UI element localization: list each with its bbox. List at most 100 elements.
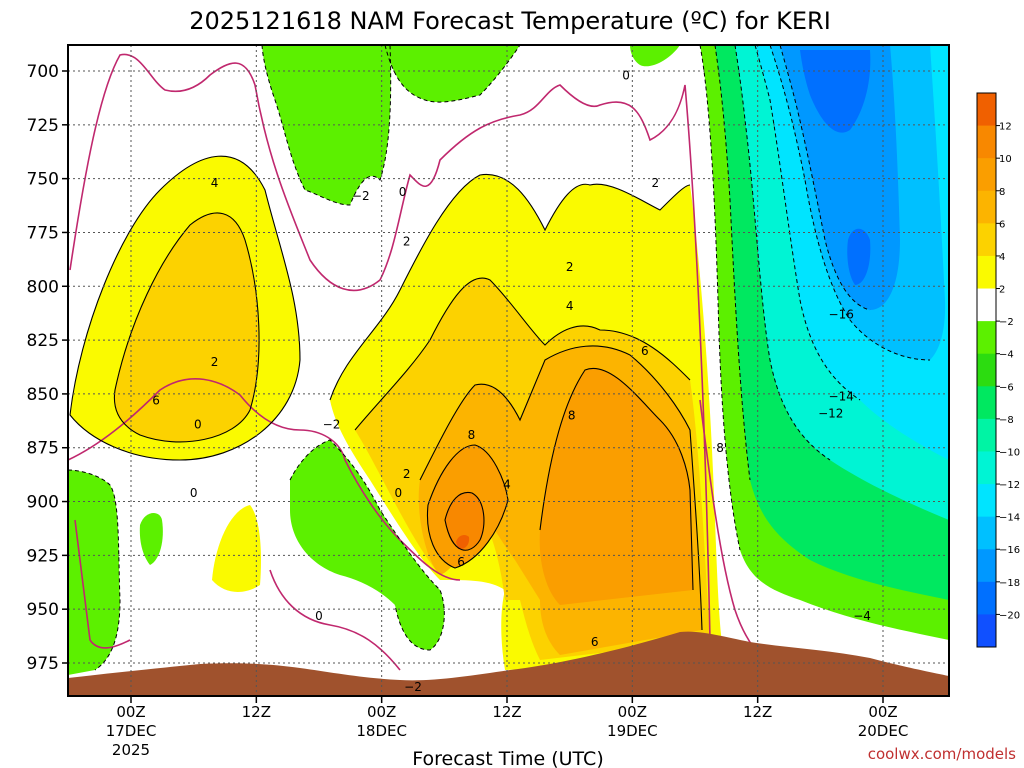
x-tick-date: 20DEC xyxy=(858,722,909,740)
colorbar-label: 2 xyxy=(999,285,1005,296)
colorbar-label: 10 xyxy=(999,154,1012,165)
terrain-ground xyxy=(68,631,949,696)
warm-region-8c xyxy=(427,368,693,605)
colorbar-label: 8 xyxy=(999,187,1005,198)
y-tick-label: 700 xyxy=(27,62,59,82)
colorbar-label: 6 xyxy=(999,219,1005,230)
contour-label: −4 xyxy=(853,609,871,623)
x-tick-label: 00Z xyxy=(367,703,396,721)
colorbar-label: −16 xyxy=(999,545,1020,556)
colorbar: 12 10 8 6 4 2 −2 −4 −6 −8 −10 −12 −14 −16 −18 −20 xyxy=(976,92,1020,648)
contour-label: 6 xyxy=(457,555,465,569)
contour-label: 0 xyxy=(395,486,403,500)
contour-label: 2 xyxy=(403,234,411,248)
contour-label: 4 xyxy=(503,478,511,492)
y-tick-label: 725 xyxy=(27,116,59,136)
colorbar-label: 4 xyxy=(999,252,1005,263)
colorbar-label: 12 xyxy=(999,122,1012,133)
contour-label: −2 xyxy=(352,189,370,203)
colorbar-label: −12 xyxy=(999,480,1020,491)
colorbar-label: −4 xyxy=(999,350,1014,361)
y-tick-label: 975 xyxy=(27,654,59,674)
y-tick-label: 900 xyxy=(27,493,59,513)
colorbar-label: −18 xyxy=(999,578,1020,589)
x-tick-label: 12Z xyxy=(743,703,772,721)
y-tick-label: 925 xyxy=(27,546,59,566)
credit-text: coolwx.com/models xyxy=(868,745,1016,763)
x-tick-year: 2025 xyxy=(112,741,150,759)
colorbar-swatch xyxy=(977,158,996,192)
contour-label: 6 xyxy=(152,394,160,408)
contour-label: 2 xyxy=(651,176,659,190)
y-tick-label: 775 xyxy=(27,223,59,243)
y-tick-label: 850 xyxy=(27,385,59,405)
y-tick-label: 950 xyxy=(27,600,59,620)
contour-label: 8 xyxy=(468,428,476,442)
colorbar-swatch xyxy=(977,581,996,615)
cold-region-topright-green xyxy=(630,45,680,67)
contour-lines-negative xyxy=(68,45,931,671)
contour-label: 0 xyxy=(622,69,630,83)
colorbar-label: −6 xyxy=(999,382,1014,393)
contour-label: 2 xyxy=(403,467,411,481)
x-tick-label: 00Z xyxy=(618,703,647,721)
colorbar-swatch xyxy=(977,288,996,322)
contour-label: 2 xyxy=(566,260,574,274)
x-tick-date: 17DEC xyxy=(106,722,157,740)
cold-region-left-green xyxy=(68,470,120,675)
colorbar-swatch xyxy=(977,516,996,550)
colorbar-swatch xyxy=(977,386,996,420)
colorbar-swatch xyxy=(977,614,996,648)
contour-label: 8 xyxy=(568,409,576,423)
chart-title: 2025121618 NAM Forecast Temperature (ºC)… xyxy=(189,7,831,35)
cold-region-minus18 xyxy=(800,50,871,285)
contour-label: 0 xyxy=(190,486,198,500)
colorbar-label: −8 xyxy=(999,415,1014,426)
colorbar-swatch xyxy=(977,190,996,224)
contour-label: 6 xyxy=(591,635,599,649)
contour-label: 4 xyxy=(211,176,219,190)
x-tick-label: 00Z xyxy=(868,703,897,721)
colorbar-swatch xyxy=(977,418,996,452)
y-tick-label: 825 xyxy=(27,331,59,351)
x-tick-label: 00Z xyxy=(116,703,145,721)
y-tick-label: 800 xyxy=(27,277,59,297)
x-tick-label: 12Z xyxy=(492,703,521,721)
colorbar-frame xyxy=(976,92,997,648)
contour-label: 0 xyxy=(399,185,407,199)
cold-region-mid-green xyxy=(290,440,445,650)
y-tick-label: 875 xyxy=(27,439,59,459)
warm-region-2c-small xyxy=(212,505,261,592)
cold-region-upper-green xyxy=(262,45,391,205)
contour-label: −16 xyxy=(829,308,854,322)
colorbar-swatch xyxy=(977,451,996,485)
colorbar-label: −20 xyxy=(999,610,1020,621)
contour-label: 4 xyxy=(566,299,574,313)
warm-region-10c xyxy=(445,492,484,551)
y-axis-ticks: 700 725 750 775 800 825 850 875 900 925 950 975 xyxy=(27,62,68,674)
x-axis-label: Forecast Time (UTC) xyxy=(412,748,603,768)
cold-region-left-green-small xyxy=(139,513,163,565)
x-tick-date: 18DEC xyxy=(356,722,407,740)
colorbar-swatch xyxy=(977,93,996,127)
gridlines xyxy=(68,45,949,696)
y-tick-label: 750 xyxy=(27,170,59,190)
colorbar-swatch xyxy=(977,255,996,290)
contour-label: 0 xyxy=(194,417,202,431)
contour-label: −12 xyxy=(818,407,843,421)
contour-lines-positive xyxy=(69,155,703,631)
colorbar-swatch xyxy=(977,484,996,518)
contour-label: 8 xyxy=(716,441,724,455)
colorbar-label: −10 xyxy=(999,447,1020,458)
colorbar-label: −14 xyxy=(999,513,1020,524)
contour-label: 0 xyxy=(315,609,323,623)
contour-label: 2 xyxy=(211,355,219,369)
x-tick-date: 19DEC xyxy=(607,722,658,740)
colorbar-label: −2 xyxy=(999,317,1014,328)
colorbar-swatch xyxy=(977,125,996,159)
colorbar-swatch xyxy=(977,353,996,387)
colorbar-swatch xyxy=(977,549,996,583)
